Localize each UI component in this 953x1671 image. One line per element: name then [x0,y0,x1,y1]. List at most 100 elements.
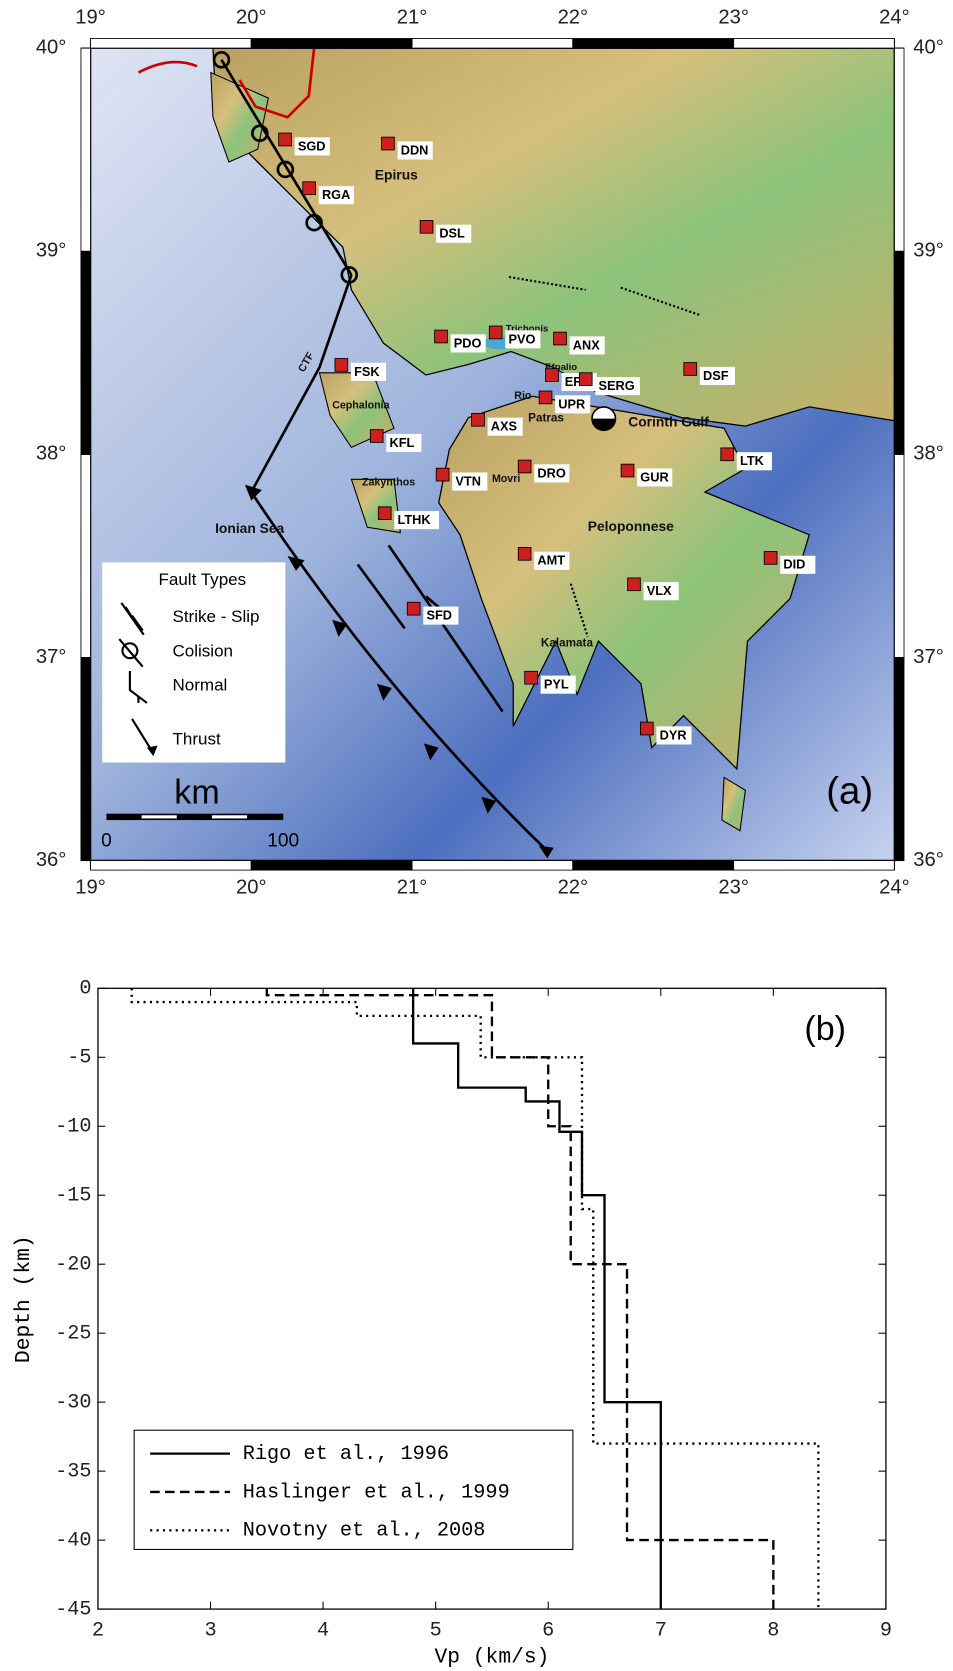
panel-label: (a) [826,770,873,813]
station-label-box [656,726,692,745]
station-label-box [540,675,576,694]
border [137,60,198,74]
station-label-box [397,141,433,160]
station-marker [517,459,532,474]
x-tick-label: 22° [558,7,589,29]
station-label: DRO [537,465,565,480]
station-label-box [423,606,459,625]
station-label-box [350,362,387,381]
place-label: Efpalio [545,362,577,373]
frame-band [894,250,905,455]
station-label-box [534,551,570,570]
y-tick-label: -15 [55,1185,91,1208]
station-label-box [452,472,488,491]
y-tick-label: -35 [55,1460,91,1483]
scale-end: 100 [267,830,299,851]
legend-label: Normal [172,675,227,694]
place-label: Ionian Sea [215,520,284,536]
station-label: KFL [389,435,414,450]
strike-slip-fault [250,274,353,493]
station-marker [419,220,434,234]
frame-band [733,38,895,49]
station-marker [763,551,778,565]
y-tick-label: 40° [913,36,944,58]
place-label: Movri [492,473,520,485]
scale-bar-rect [141,815,177,819]
station-label-box [436,224,472,243]
x-tick-label: 19° [75,877,106,899]
legend-symbol [120,602,145,636]
frame-band [250,860,413,871]
station-label: DID [783,557,805,572]
legend-symbol [121,642,139,660]
station-label: SERG [599,378,635,393]
x-tick-label: 20° [236,7,267,29]
station-marker [377,506,392,521]
station-label: AXS [491,419,518,434]
station-label: VTN [455,473,481,488]
x-tick-label: 9 [880,1620,892,1643]
series-line [265,988,775,1610]
x-tick-label: 19° [75,7,106,29]
frame-band [411,38,574,49]
station-label-box [450,334,486,353]
station-marker [434,329,448,344]
y-tick-label: 0 [79,978,91,1001]
place-labels: Epirus Trichonis Efpalio Rio Patras Ceph… [215,167,709,650]
velocity-chart: Vp (km/s) Depth (km) (b) 2 3 4 5 6 7 8 9 0 -5 -10 -… [12,978,892,1670]
x-tick-label: 20° [236,877,267,899]
place-label: Corinth Gulf [628,414,709,430]
frame-band [80,453,91,658]
frame-band [90,860,252,871]
station-label: AMT [537,553,565,568]
station-marker [334,358,349,372]
station-label: ANX [573,337,600,352]
panel-label: (b) [804,1010,846,1048]
station-label-box [394,511,440,530]
station-marker [524,670,538,685]
y-tick-label: -30 [55,1391,91,1414]
station-label-box [595,377,641,396]
place-label: Trichonis [506,324,549,335]
scale-bar-rect [106,813,284,821]
frame-band [80,656,91,861]
station-label-box [569,336,605,355]
station-label: RGA [322,187,350,202]
station-label-box [534,464,570,483]
kythira [721,776,746,832]
y-tick-label: -25 [55,1323,91,1346]
x-tick-label: 22° [558,877,589,899]
scale-unit: km [174,774,219,812]
station-label-box [294,137,330,156]
frame-band [572,38,735,49]
x-tick-label: 23° [718,877,749,899]
place-label: Rio [514,390,532,402]
frame-band [572,860,735,871]
frame-band [80,250,91,455]
place-label: Cephalonia [332,400,389,412]
station-marker [627,577,641,592]
station-marker [471,412,485,427]
y-tick-label: -5 [67,1047,91,1070]
map-panel: Epirus Trichonis Efpalio Rio Patras Ceph… [36,7,944,899]
station-marker [553,331,567,346]
station-marker [278,132,292,147]
x-axis-label: Vp (km/s) [434,1646,549,1670]
legend-symbol [146,745,158,757]
frame-band [80,47,91,252]
frame-band [894,453,905,658]
legend: Rigo et al., 1996 Haslinger et al., 1999 N… [133,1429,574,1550]
station-marker [620,463,635,478]
frame-band [250,38,413,49]
station-marker [517,547,532,561]
x-tick-label: 8 [767,1620,779,1643]
station-label-box [555,395,591,414]
y-tick-label: 37° [913,646,944,668]
y-tick-label: -45 [55,1598,91,1621]
collision-fault [220,59,353,276]
station-marker [435,467,450,482]
station-label: PDO [454,335,482,350]
